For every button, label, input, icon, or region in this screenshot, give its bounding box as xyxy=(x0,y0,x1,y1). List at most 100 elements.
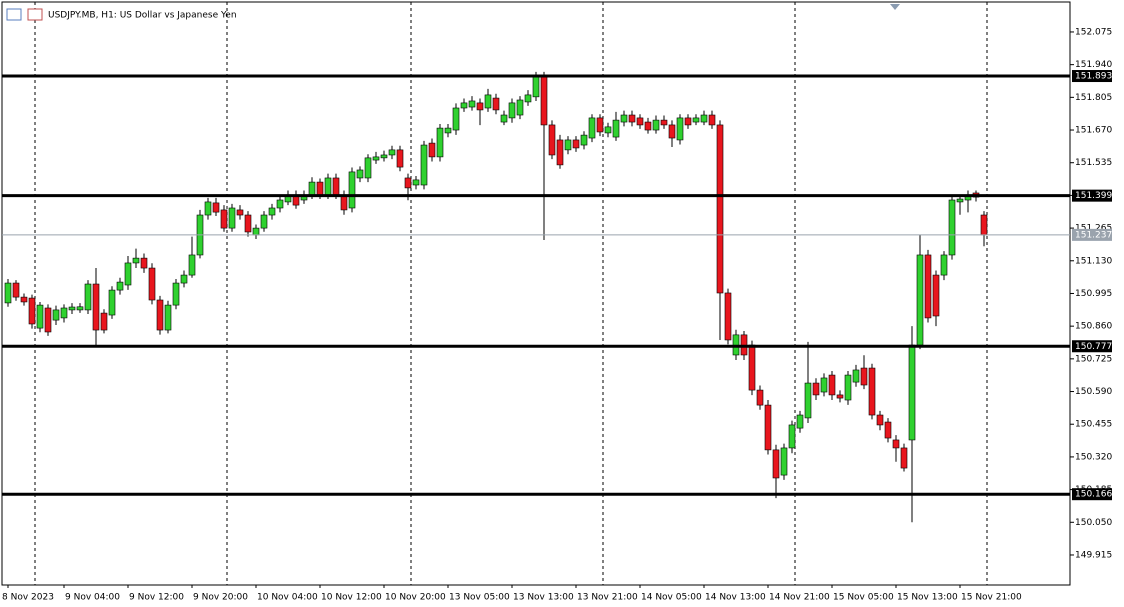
y-tick-label: 151.805 xyxy=(1075,93,1112,103)
shift-marker xyxy=(890,4,900,10)
candle-body xyxy=(116,281,124,291)
candle-body xyxy=(604,126,612,134)
y-tick-label: 150.050 xyxy=(1075,518,1112,528)
candle-body xyxy=(676,117,684,141)
candle-body xyxy=(940,254,948,276)
candle-body xyxy=(556,139,564,166)
y-tick-label: 150.860 xyxy=(1075,322,1112,332)
candle-body xyxy=(476,102,484,111)
candle-body xyxy=(340,194,348,211)
candle-body xyxy=(484,94,492,109)
candle-body xyxy=(28,297,36,325)
candle-body xyxy=(948,199,956,256)
candle-body xyxy=(68,306,76,311)
candle-body xyxy=(884,421,892,439)
candle-body xyxy=(244,214,252,233)
level-label: 150.166 xyxy=(1075,490,1112,500)
level-box xyxy=(1072,488,1112,501)
y-tick-label: 151.265 xyxy=(1075,224,1112,234)
x-tick-label: 14 Nov 21:00 xyxy=(769,593,830,603)
candle-body xyxy=(92,283,100,331)
candle-body xyxy=(364,157,372,179)
level-box xyxy=(1072,340,1112,353)
candle-body xyxy=(4,282,12,304)
candle-body xyxy=(868,367,876,416)
candle-body xyxy=(756,389,764,406)
candle-body xyxy=(932,274,940,317)
candle-body xyxy=(684,117,692,126)
candle-body xyxy=(12,282,20,298)
candle-body xyxy=(100,312,108,331)
candle-body xyxy=(436,127,444,158)
candle-body xyxy=(228,207,236,229)
x-tick-label: 8 Nov 2023 xyxy=(2,593,54,603)
candle-body xyxy=(276,199,284,209)
candle-body xyxy=(796,414,804,429)
y-tick-label: 150.995 xyxy=(1075,289,1112,299)
candle-body xyxy=(892,439,900,449)
title-icons xyxy=(6,8,43,21)
candle-body xyxy=(628,114,636,123)
candle-body xyxy=(516,99,524,116)
candle-body xyxy=(420,144,428,186)
candle-body xyxy=(548,124,556,156)
candle-body xyxy=(660,119,668,126)
y-tick-label: 150.590 xyxy=(1075,387,1112,397)
candle-body xyxy=(252,227,260,236)
y-tick-label: 150.320 xyxy=(1075,452,1112,462)
candle-body xyxy=(540,76,548,126)
candle-body xyxy=(564,139,572,151)
current-price-label: 151.237 xyxy=(1075,230,1112,240)
candle-body xyxy=(700,114,708,123)
candle-body xyxy=(812,382,820,396)
candle-body xyxy=(724,292,732,341)
candle-body xyxy=(780,447,788,476)
candle-body xyxy=(900,447,908,469)
candle-body xyxy=(532,76,540,98)
candle-body xyxy=(316,181,324,196)
y-tick-label: 152.075 xyxy=(1075,27,1112,37)
candle-body xyxy=(580,134,588,146)
x-tick-label: 10 Nov 20:00 xyxy=(385,593,446,603)
x-tick-label: 13 Nov 05:00 xyxy=(449,593,510,603)
y-tick-label: 149.915 xyxy=(1075,550,1112,560)
level-label: 151.893 xyxy=(1075,72,1112,82)
candle-body xyxy=(124,262,132,286)
candle-body xyxy=(236,209,244,216)
candle-body xyxy=(452,107,460,131)
candle-body xyxy=(132,257,140,264)
candle-body xyxy=(612,119,620,138)
y-tick-label: 151.670 xyxy=(1075,126,1112,136)
candle-body xyxy=(372,156,380,161)
candle-body xyxy=(44,307,52,333)
y-tick-label: 150.455 xyxy=(1075,420,1112,430)
candle-body xyxy=(924,254,932,319)
candle-body xyxy=(980,214,988,236)
candle-body xyxy=(60,307,68,319)
candle-body xyxy=(804,382,812,419)
candle-body xyxy=(524,94,532,103)
candle-body xyxy=(84,283,92,311)
candle-body xyxy=(332,177,340,196)
x-tick-label: 15 Nov 13:00 xyxy=(897,593,958,603)
candle-body xyxy=(108,289,116,316)
candle-body xyxy=(172,282,180,306)
x-tick-label: 10 Nov 12:00 xyxy=(321,593,382,603)
candle-body xyxy=(916,254,924,346)
candle-body xyxy=(220,209,228,229)
candle-body xyxy=(52,309,60,321)
candle-body xyxy=(444,127,452,134)
candle-body xyxy=(788,424,796,449)
candle-body xyxy=(508,102,516,119)
candle-body xyxy=(708,114,716,126)
x-tick-label: 13 Nov 21:00 xyxy=(577,593,638,603)
candle-body xyxy=(180,274,188,284)
candle-body xyxy=(404,177,412,189)
candle-body xyxy=(76,306,84,311)
candle-body xyxy=(468,100,476,108)
icon xyxy=(6,8,22,21)
candle-body xyxy=(380,154,388,159)
candle-body xyxy=(212,202,220,213)
candle-body xyxy=(188,254,196,276)
